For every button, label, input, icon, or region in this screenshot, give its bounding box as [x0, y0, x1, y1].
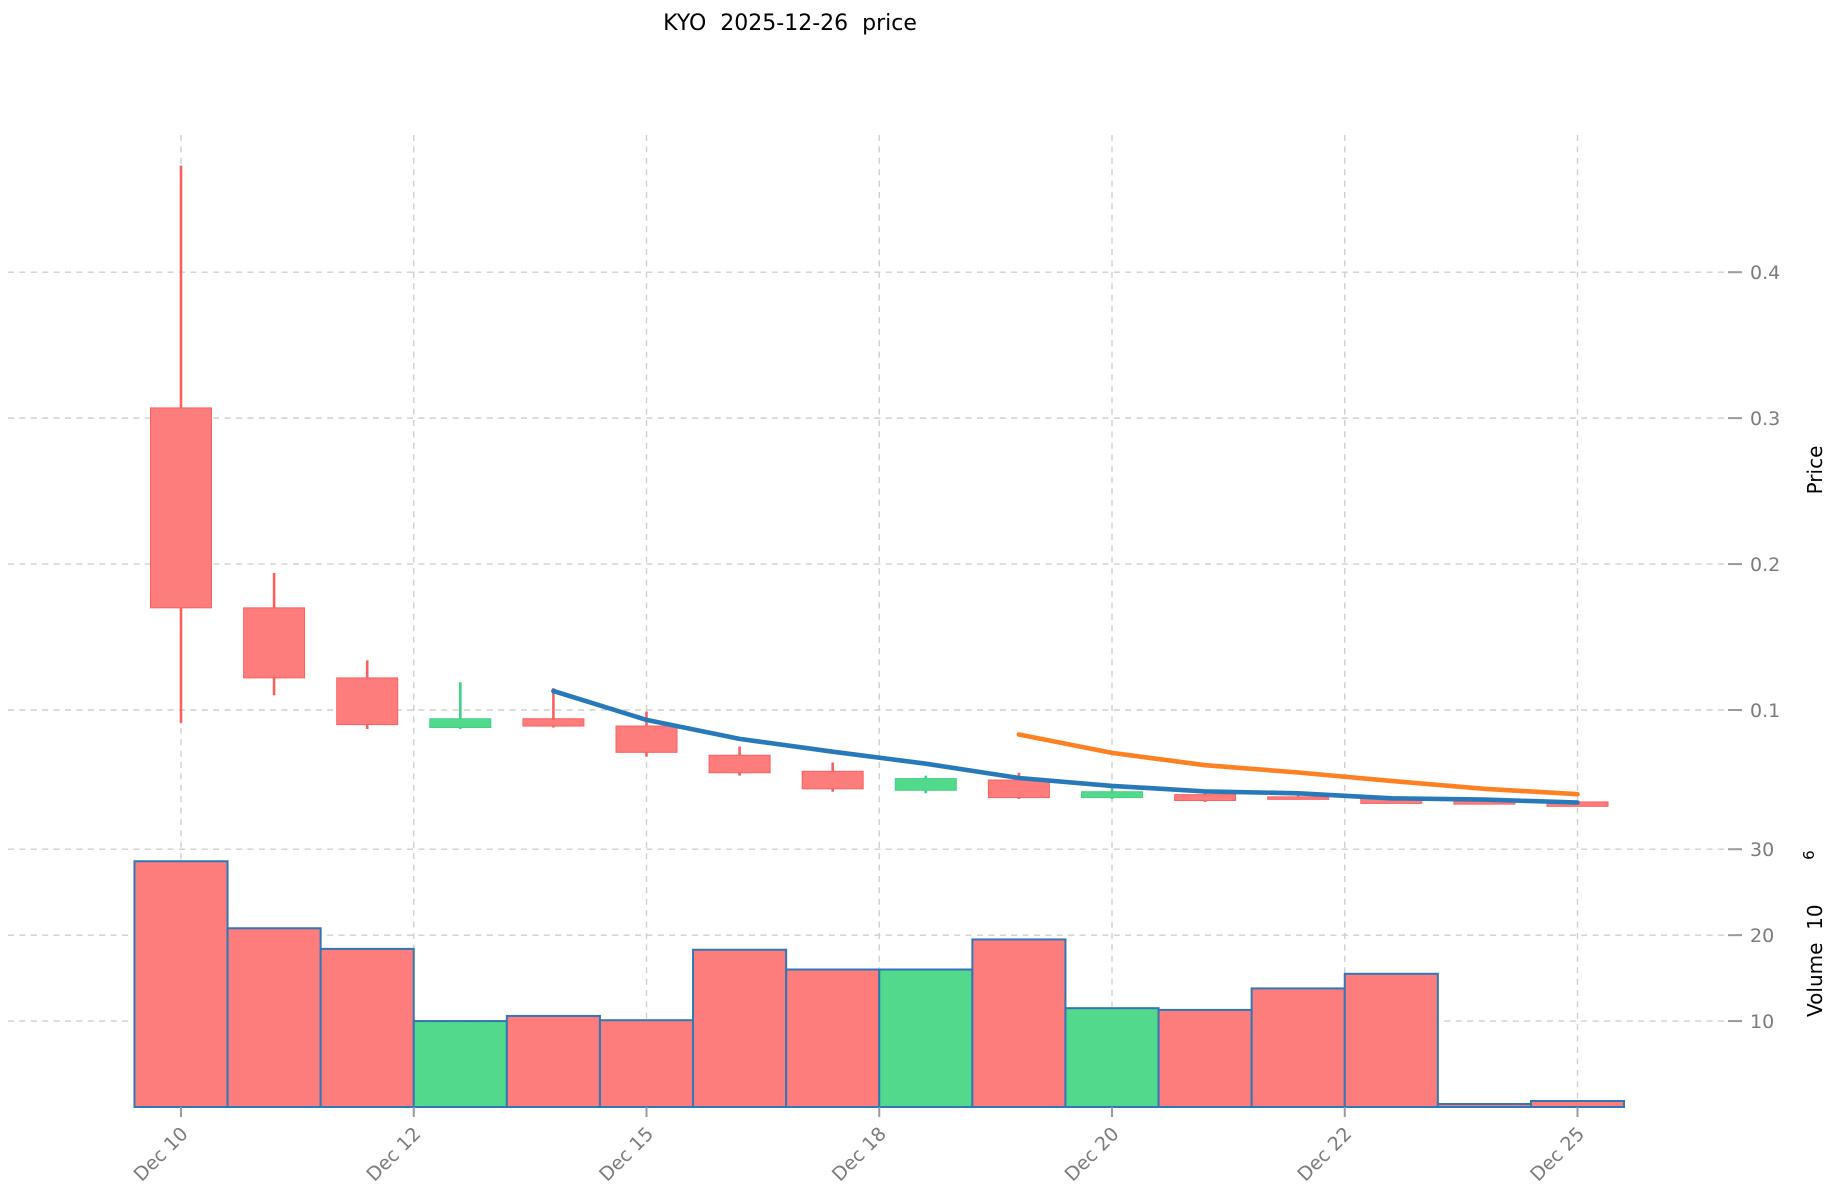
volume-bar — [505, 1014, 601, 1108]
price-tick-label: 0.2 — [1750, 554, 1780, 576]
volume-bar — [412, 1020, 508, 1108]
x-tick-label: Dec 22 — [1293, 1123, 1356, 1186]
volume-bar — [1529, 1099, 1626, 1108]
volume-bar — [1343, 972, 1439, 1109]
moving-average-lines — [551, 688, 1580, 805]
candle-body — [1174, 794, 1237, 801]
volume-bar — [971, 938, 1067, 1108]
candle-body — [1081, 791, 1143, 799]
x-tick-label: Dec 18 — [828, 1123, 891, 1186]
price-panel — [150, 165, 1609, 807]
volume-bar — [226, 927, 322, 1109]
ma5-line — [551, 688, 1580, 805]
price-tick-label: 0.3 — [1750, 408, 1780, 430]
candlestick — [708, 746, 771, 776]
volume-bar — [1250, 987, 1346, 1109]
candle-body — [336, 677, 399, 726]
candle-body — [150, 407, 212, 609]
candlestick — [243, 572, 306, 696]
candlestick — [1081, 787, 1143, 800]
volume-bar — [1157, 1008, 1253, 1108]
volume-bar — [785, 968, 881, 1108]
price-axis-title: Price — [1803, 446, 1827, 495]
volume-axis-title: Volume 10 6 — [1795, 819, 1827, 1062]
volume-bar — [133, 860, 229, 1108]
candlestick — [801, 762, 864, 792]
volume-bar — [692, 948, 788, 1109]
x-tick-label: Dec 15 — [595, 1123, 658, 1186]
x-tick-label: Dec 25 — [1526, 1123, 1589, 1186]
price-tick-label: 0.4 — [1750, 262, 1780, 284]
x-tick-label: Dec 20 — [1061, 1123, 1124, 1186]
candle-body — [1267, 796, 1330, 800]
candle-body — [801, 770, 864, 790]
candlestick — [1174, 793, 1237, 802]
volume-axis-title-main: Volume 10 — [1803, 904, 1827, 1017]
candle-body — [522, 718, 585, 727]
volume-bar — [1064, 1007, 1160, 1108]
price-tick-label: 0.1 — [1750, 700, 1780, 722]
volume-panel — [133, 860, 1626, 1109]
candlestick — [894, 775, 957, 794]
chart-title: KYO 2025-12-26 price — [663, 11, 917, 36]
volume-bar — [598, 1019, 695, 1109]
candle-body — [615, 725, 678, 753]
candlestick — [522, 688, 585, 728]
volume-bar — [878, 968, 974, 1108]
candle-body — [987, 779, 1050, 799]
candle-body — [429, 718, 492, 729]
volume-axis-title-exponent: 6 — [1800, 850, 1818, 860]
candle-body — [894, 778, 957, 791]
volume-bar — [1436, 1102, 1532, 1109]
grid-layer — [8, 135, 1726, 1107]
candlestick — [1267, 795, 1330, 800]
volume-tick-label: 30 — [1750, 839, 1774, 861]
x-tick-label: Dec 12 — [362, 1123, 425, 1186]
ma10-line — [1016, 732, 1580, 797]
volume-tick-label: 10 — [1750, 1011, 1774, 1033]
candlestick — [429, 682, 492, 729]
candlestick — [336, 660, 399, 729]
x-tick-label: Dec 10 — [130, 1123, 193, 1186]
volume-bar — [319, 947, 415, 1108]
candlestick — [150, 165, 212, 724]
volume-tick-label: 20 — [1750, 925, 1774, 947]
candle-body — [243, 607, 306, 679]
candle-body — [708, 754, 771, 774]
